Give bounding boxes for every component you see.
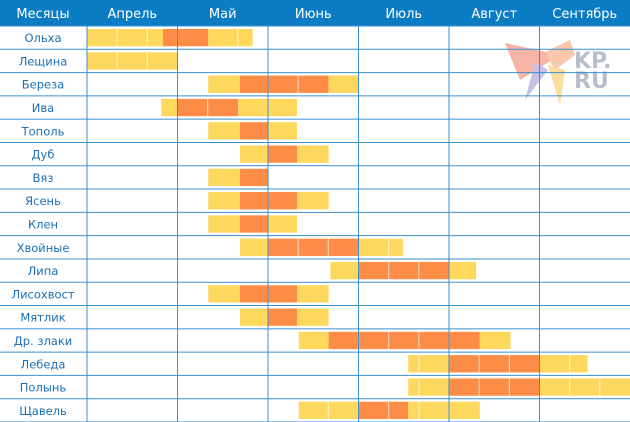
pollen-bar-low (239, 145, 268, 163)
pollen-bar-low (268, 215, 297, 233)
kp-logo: KP.RU (505, 40, 612, 105)
logo-text: KP. (574, 49, 612, 74)
pollen-bar-low (298, 331, 329, 350)
month-label: Август (471, 7, 517, 22)
pollen-bar-low (408, 378, 449, 396)
row-label: Ольха (24, 31, 61, 45)
pollen-bar-low (208, 215, 240, 233)
month-label: Июнь (295, 7, 332, 22)
pollen-bar-low (208, 122, 240, 140)
logo-text: RU (574, 69, 609, 94)
pollen-bar-low (330, 261, 359, 280)
month-label: Сентябрь (552, 7, 617, 22)
row-label: Ясень (25, 194, 61, 208)
row-label: Тополь (21, 124, 65, 138)
pollen-bar-low (87, 29, 164, 47)
pollen-bar-low (208, 192, 240, 210)
pollen-bar-low (408, 355, 449, 373)
row-label: Ива (32, 101, 54, 115)
month-label: Апрель (107, 7, 157, 22)
pollen-bar-low (328, 75, 359, 93)
month-label: Июль (385, 7, 422, 22)
pollen-bar-high (449, 355, 540, 373)
pollen-bar-low (208, 168, 240, 187)
pollen-bar-high (268, 308, 297, 326)
pollen-bar-low (239, 308, 268, 326)
pollen-bar-high (449, 378, 540, 396)
header-bar (0, 0, 630, 26)
pollen-bar-low (296, 285, 329, 303)
pollen-bar-low (208, 285, 240, 303)
pollen-bar-low (239, 238, 268, 256)
pollen-bar-low (208, 75, 240, 93)
month-label: Май (209, 7, 237, 22)
pollen-bar-low (479, 331, 511, 350)
pollen-bar-high (328, 331, 480, 350)
row-label: Мятлик (20, 311, 65, 325)
pollen-bar-low (296, 145, 329, 163)
row-label: Дуб (32, 148, 55, 162)
row-label: Щавель (19, 404, 67, 418)
pollen-bar-high (163, 29, 209, 47)
row-label: Клен (28, 218, 58, 232)
pollen-bar-low (296, 192, 329, 210)
pollen-bar-low (358, 238, 403, 256)
row-label: Липа (28, 264, 59, 278)
row-label: Др. злаки (14, 334, 73, 348)
pollen-bar-low (296, 308, 329, 326)
row-label: Полынь (20, 381, 67, 395)
pollen-bar-high (358, 401, 409, 419)
pollen-bar-high (268, 145, 297, 163)
bird-shape (548, 65, 565, 105)
bird-shape (545, 40, 575, 70)
row-label: Береза (22, 78, 65, 92)
row-label: Лещина (19, 54, 68, 68)
pollen-bar-high (239, 75, 329, 93)
pollen-bar-low (208, 29, 253, 47)
bird-shape (525, 62, 548, 100)
row-label: Лебеда (21, 357, 66, 371)
row-label: Хвойные (17, 241, 70, 255)
row-label: Лисохвост (11, 287, 74, 301)
pollen-bar-low (449, 261, 477, 280)
pollen-bar-low (161, 98, 178, 117)
pollen-bar-high (239, 168, 268, 187)
pollen-bar-low (87, 52, 178, 70)
pollen-bar-low (268, 122, 297, 140)
header-label: Месяцы (16, 7, 69, 22)
pollen-bar-high (358, 261, 449, 280)
pollen-bar-low (408, 401, 480, 419)
pollen-bar-low (539, 355, 588, 373)
pollen-bar-high (239, 122, 268, 140)
row-label: Вяз (33, 171, 54, 185)
pollen-bar-low (539, 378, 630, 396)
pollen-bar-high (268, 238, 359, 256)
pollen-bar-high (239, 215, 268, 233)
